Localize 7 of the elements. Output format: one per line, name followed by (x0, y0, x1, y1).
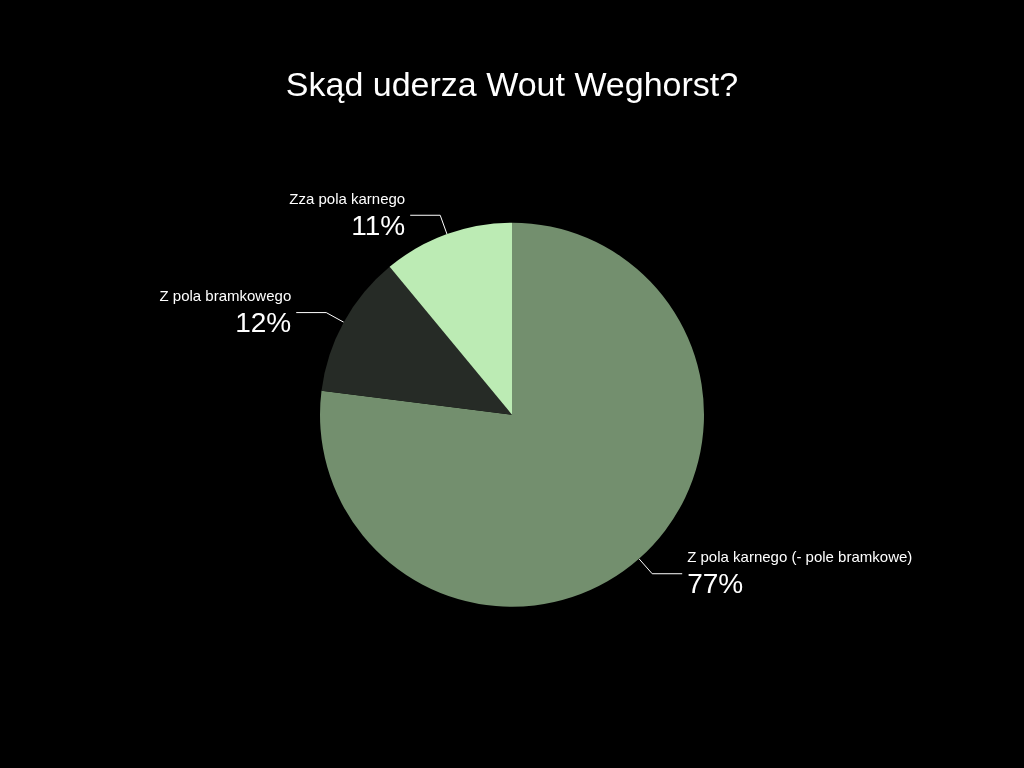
data-label: 11% (351, 209, 406, 241)
slice-label: Z pola bramkowego (159, 287, 292, 305)
data-label: 77% (687, 568, 744, 600)
slice-label: Zza pola karnego (289, 189, 406, 207)
data-label: 12% (235, 307, 292, 339)
slice-label: Z pola karnego (- pole bramkowe) (687, 548, 913, 566)
chart-title: Skąd uderza Wout Weghorst? (285, 65, 739, 103)
